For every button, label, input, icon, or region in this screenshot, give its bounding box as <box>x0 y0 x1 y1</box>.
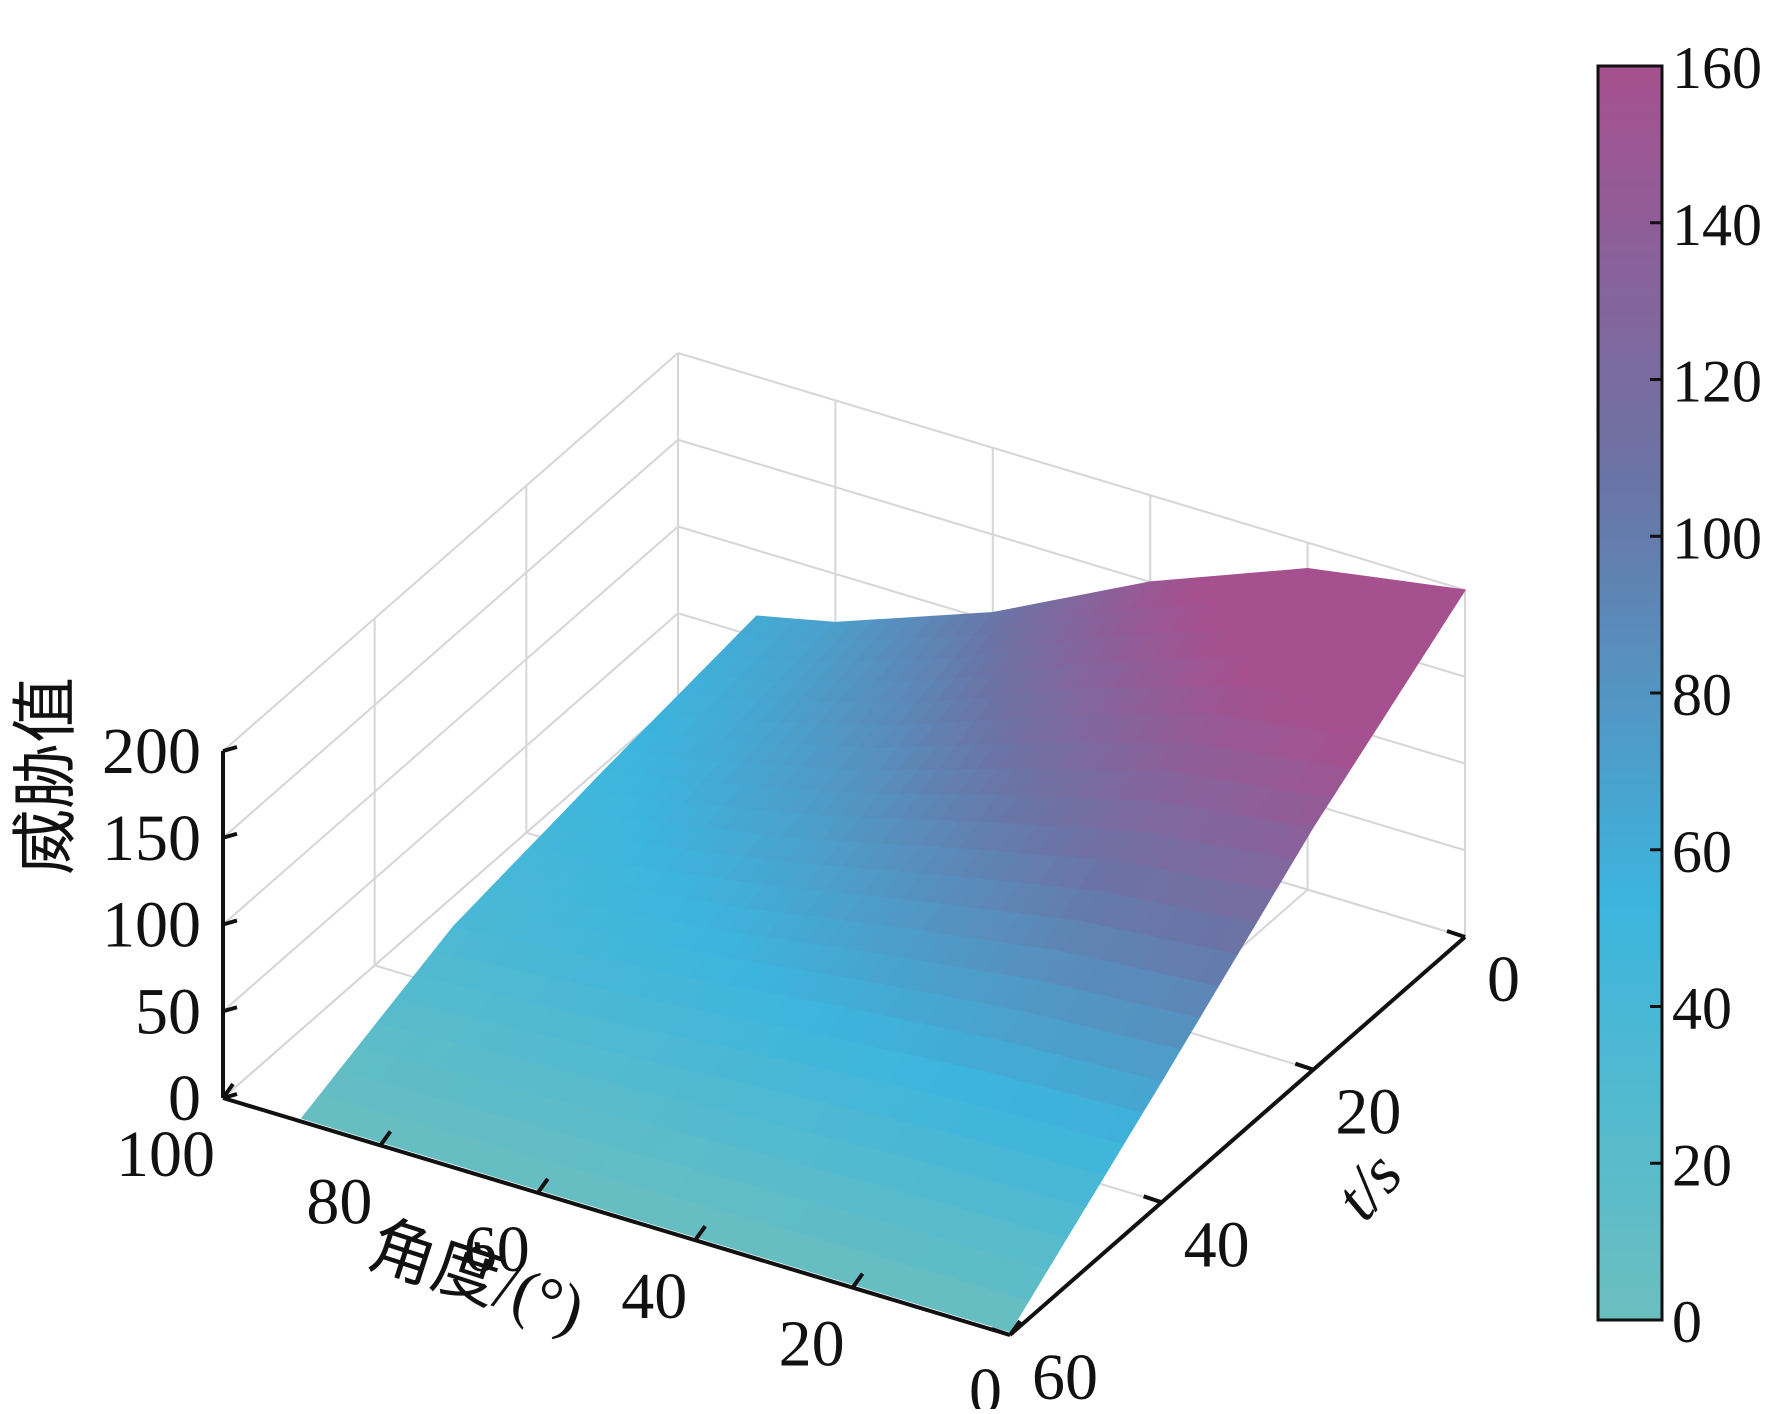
x-tick-mark <box>221 1082 235 1100</box>
x-tick-mark <box>693 1225 707 1242</box>
colorbar-tick-label: 140 <box>1672 192 1762 258</box>
colorbar-tick-label: 100 <box>1672 505 1762 571</box>
z-tick-label: 150 <box>102 802 201 875</box>
y-tick-mark <box>991 1327 1011 1337</box>
y-tick-label: 20 <box>1335 1076 1401 1149</box>
colorbar-tick-label: 160 <box>1672 35 1762 101</box>
y-tick-label: 0 <box>1487 943 1520 1016</box>
colorbar: 0 20 40 60 80 100 120 140 160 <box>1596 35 1762 1355</box>
y-tick-mark <box>1143 1194 1163 1205</box>
colorbar-tick-label: 80 <box>1672 662 1732 728</box>
colorbar-tick-label: 60 <box>1672 819 1732 885</box>
y-tick-label: 40 <box>1184 1208 1250 1281</box>
x-tick-label: 40 <box>621 1260 687 1333</box>
x-tick-mark <box>1008 1319 1022 1337</box>
y-tick-label: 60 <box>1032 1341 1098 1409</box>
grid-line <box>222 612 679 1013</box>
grid-line <box>677 352 1466 591</box>
z-tick-label: 0 <box>168 1062 201 1135</box>
y-tick-mark <box>1446 929 1466 939</box>
z-tick-mark <box>222 831 238 840</box>
z-tick-mark <box>222 1005 238 1014</box>
threat-surface <box>301 567 1466 1333</box>
x-tick-label: 100 <box>116 1118 215 1191</box>
axes <box>221 745 1467 1337</box>
y-axis-line <box>1008 935 1467 1337</box>
z-axis-title: 威胁值 <box>10 677 83 875</box>
grid-line <box>222 525 679 926</box>
x-tick-label: 20 <box>779 1308 845 1381</box>
x-tick-mark <box>850 1272 865 1289</box>
x-tick-label: 60 <box>464 1213 530 1286</box>
x-tick-label: 0 <box>969 1355 1002 1409</box>
colorbar-tick-label: 20 <box>1672 1132 1732 1198</box>
grid-line <box>222 699 679 1099</box>
colorbar-tick-label: 0 <box>1672 1289 1702 1355</box>
z-tick-label: 200 <box>102 715 201 788</box>
x-tick-mark <box>536 1177 550 1194</box>
y-tick-mark <box>1294 1061 1314 1072</box>
y-axis-title: t/s <box>1321 1139 1417 1234</box>
surface-patch <box>1425 586 1466 621</box>
z-tick-mark <box>222 745 238 753</box>
colorbar-tick-label: 120 <box>1672 349 1762 415</box>
z-tick-label: 100 <box>102 889 201 962</box>
x-axis-line <box>222 1096 1011 1337</box>
grid-line <box>222 438 679 839</box>
colorbar-tick-label: 40 <box>1672 976 1732 1042</box>
z-tick-mark <box>222 918 238 927</box>
grid-line <box>222 352 679 752</box>
x-tick-label: 80 <box>306 1165 372 1238</box>
z-tick-label: 50 <box>135 975 201 1048</box>
x-tick-mark <box>378 1130 393 1147</box>
